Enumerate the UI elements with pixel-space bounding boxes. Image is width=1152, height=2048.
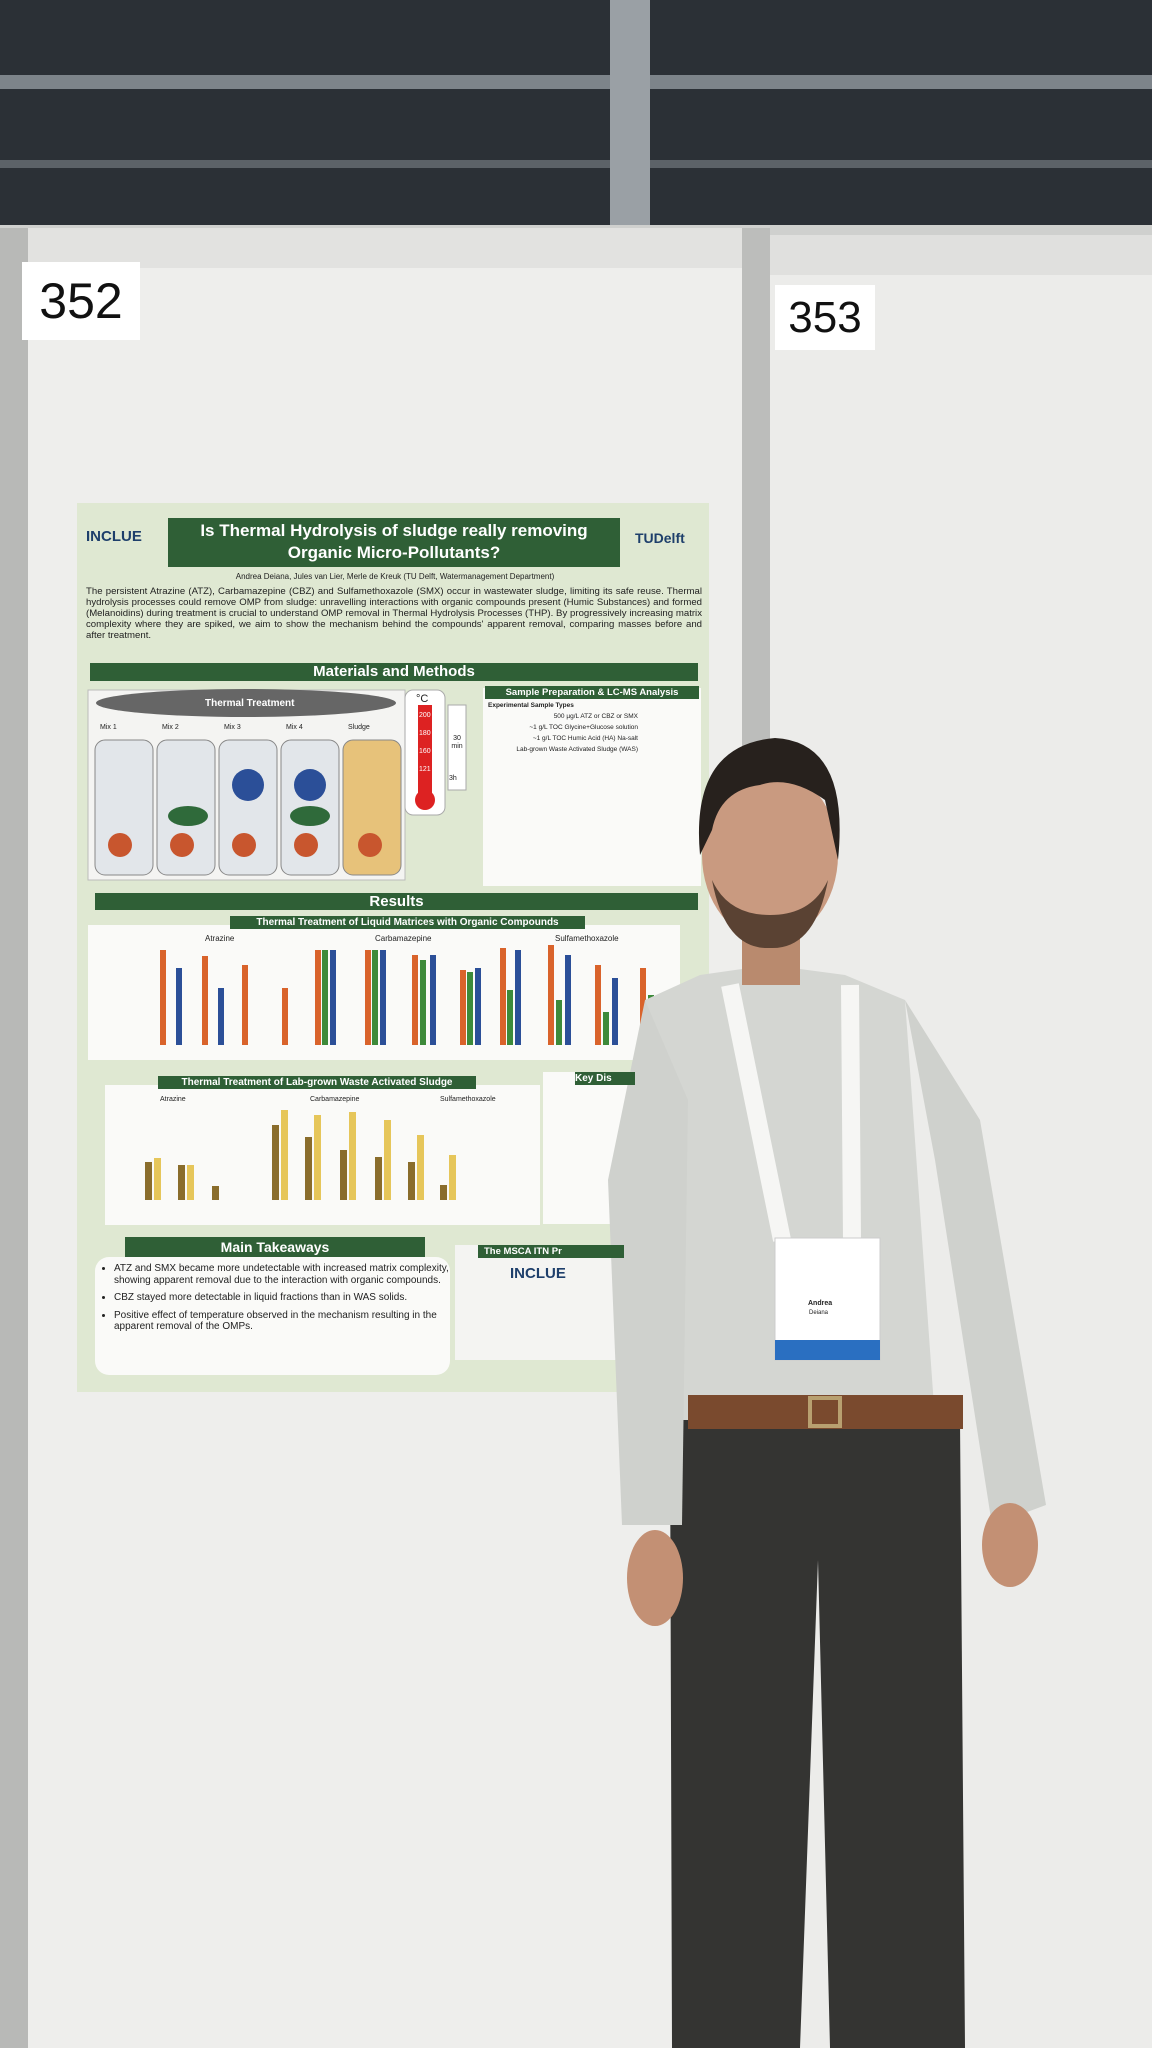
subplot-title: Sulfamethoxazole: [440, 1096, 496, 1103]
chart-title: Thermal Treatment of Lab-grown Waste Act…: [158, 1076, 476, 1089]
label: Mix 4: [286, 724, 303, 731]
authors: Andrea Deiana, Jules van Lier, Merle de …: [235, 572, 555, 581]
box-heading: Key Dis: [575, 1072, 635, 1085]
table-row: ~1 g/L TOC Humic Acid (HA) Na-salt: [532, 735, 638, 742]
section-heading: Main Takeaways: [125, 1237, 425, 1257]
subplot-title: Carbamazepine: [375, 934, 432, 943]
subplot-title: Atrazine: [160, 1096, 186, 1103]
box-heading: Sample Preparation & LC-MS Analysis: [485, 686, 699, 699]
label: 30 min: [451, 735, 463, 751]
badge-surname: Deiana: [809, 1310, 829, 1316]
label: Mix 2: [162, 724, 179, 731]
section-heading: Results: [95, 893, 698, 910]
table-row: Lab-grown Waste Activated Sludge (WAS): [516, 746, 638, 753]
table-row: 500 µg/L ATZ or CBZ or SMX: [553, 713, 638, 720]
badge-name: Andrea: [808, 1300, 833, 1307]
label: 121: [419, 766, 431, 773]
label: Mix 1: [100, 724, 117, 731]
subplot-title: Sulfamethoxazole: [555, 934, 619, 943]
label: Thermal Treatment: [205, 698, 295, 709]
takeaways: ATZ and SMX became more undetectable wit…: [100, 1263, 454, 1333]
table-row: Experimental Sample Types: [488, 702, 574, 709]
logo: INCLUE: [510, 1265, 566, 1282]
intro: The persistent Atrazine (ATZ), Carbamaze…: [86, 586, 702, 642]
logo: TUDelft: [635, 530, 685, 546]
person: [608, 738, 1046, 2048]
takeaway: Positive effect of temperature observed …: [114, 1310, 454, 1333]
logo: INCLUE: [86, 528, 142, 545]
board-number: 353: [775, 285, 875, 350]
subplot-title: Carbamazepine: [310, 1096, 360, 1103]
label: 180: [419, 730, 431, 737]
label: °C: [416, 693, 429, 705]
label: Sludge: [348, 724, 370, 731]
label: 160: [419, 748, 431, 755]
label: 3h: [449, 775, 457, 782]
board-number: 352: [22, 262, 140, 340]
label: 200: [419, 712, 431, 719]
takeaway: CBZ stayed more detectable in liquid fra…: [114, 1292, 454, 1304]
box-heading: The MSCA ITN Pr: [478, 1245, 624, 1258]
section-heading: Materials and Methods: [90, 663, 698, 681]
poster-title: Is Thermal Hydrolysis of sludge really r…: [168, 518, 620, 567]
takeaway: ATZ and SMX became more undetectable wit…: [114, 1263, 454, 1286]
subplot-title: Atrazine: [205, 934, 235, 943]
chart-title: Thermal Treatment of Liquid Matrices wit…: [230, 916, 585, 929]
label: Mix 3: [224, 724, 241, 731]
table-row: ~1 g/L TOC Glycine+Glucose solution: [529, 724, 638, 731]
